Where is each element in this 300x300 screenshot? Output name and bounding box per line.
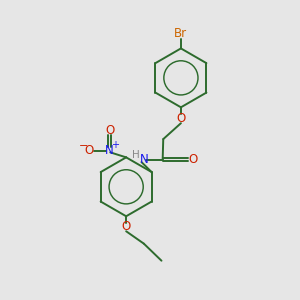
Text: N: N: [140, 153, 148, 166]
Text: H: H: [132, 150, 140, 160]
Text: O: O: [105, 124, 114, 137]
Text: O: O: [176, 112, 185, 125]
Text: Br: Br: [174, 27, 188, 40]
Text: O: O: [84, 144, 94, 158]
Text: −: −: [79, 141, 88, 151]
Text: N: N: [105, 144, 114, 158]
Text: O: O: [122, 220, 131, 233]
Text: +: +: [111, 140, 119, 150]
Text: O: O: [188, 153, 198, 166]
